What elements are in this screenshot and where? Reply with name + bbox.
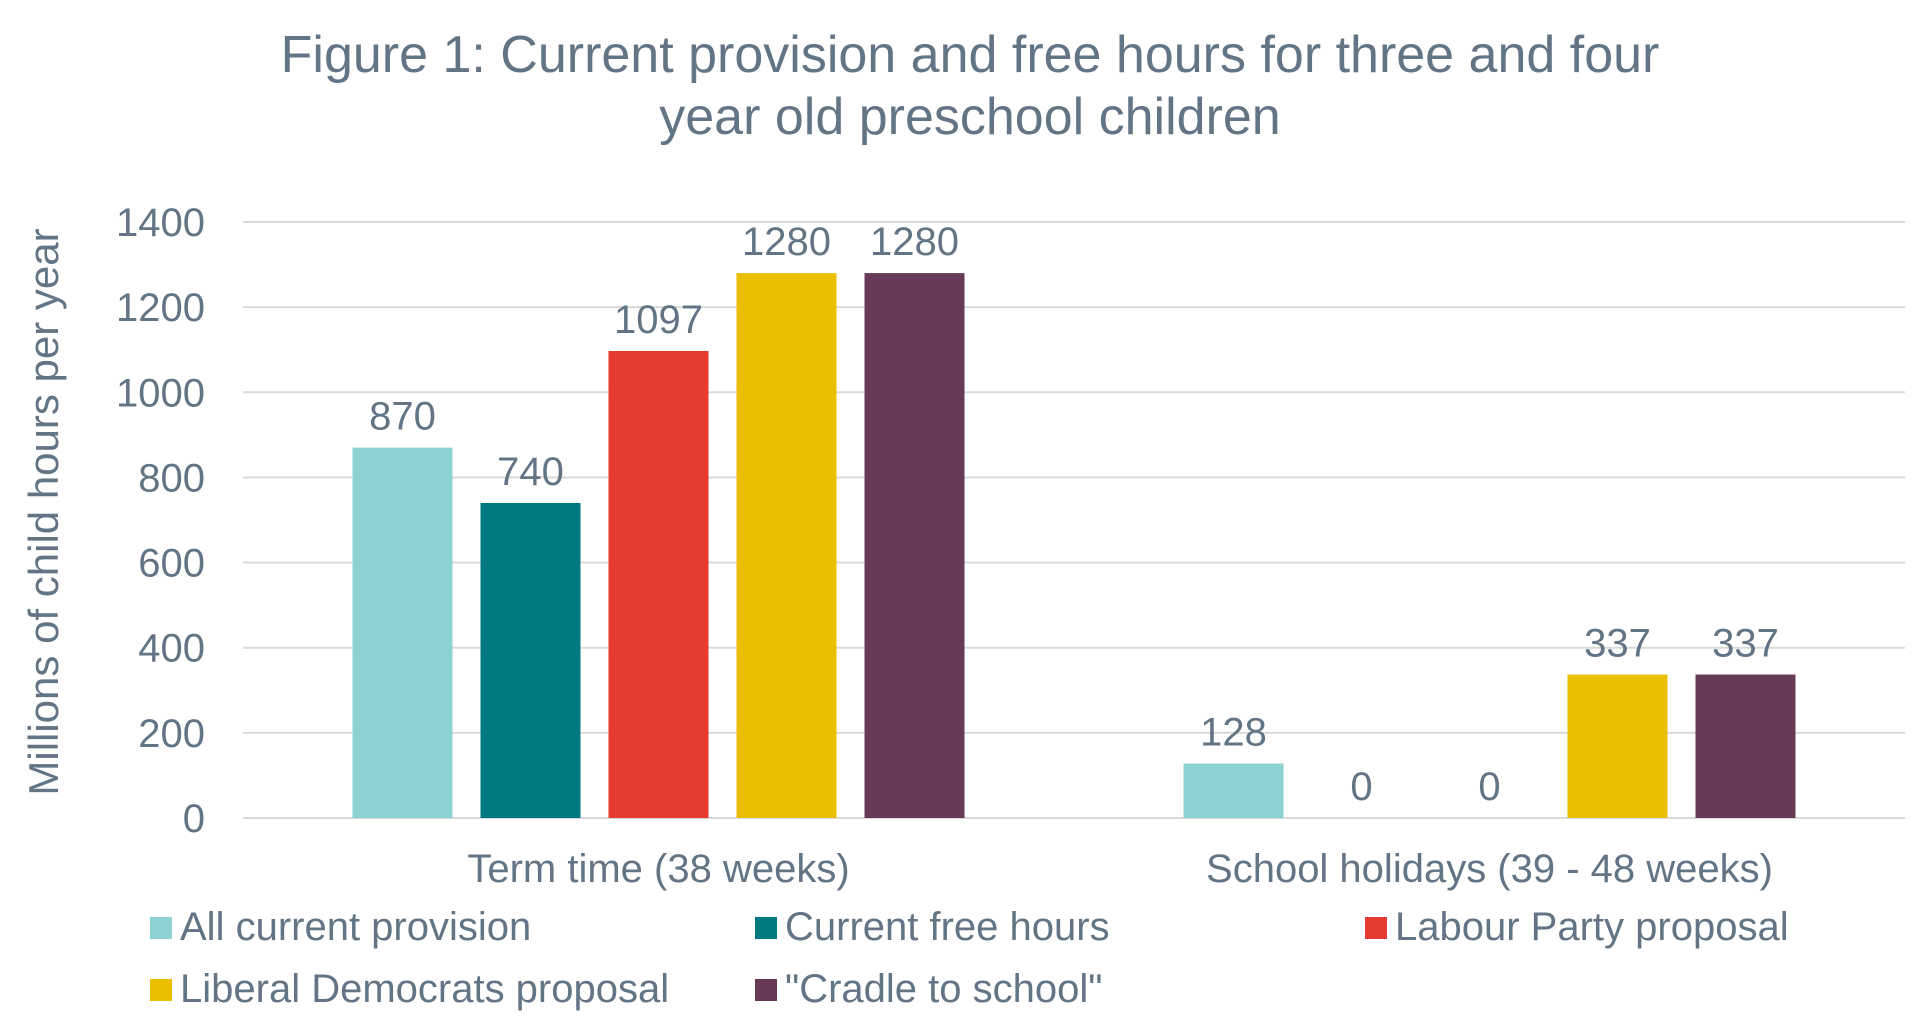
legend-swatch — [150, 916, 172, 939]
y-axis-ticks: 0 200 400 600 800 1000 1200 1400 — [116, 201, 205, 841]
chart-title-line-2: year old preschool children — [659, 88, 1281, 146]
legend-label: "Cradle to school" — [785, 967, 1103, 1011]
legend-label: Liberal Democrats proposal — [180, 967, 670, 1011]
bar — [480, 502, 581, 818]
bar — [1183, 763, 1284, 818]
data-label: 0 — [1478, 765, 1500, 809]
legend-item: Labour Party proposal — [1365, 905, 1789, 950]
y-tick-label: 1200 — [116, 286, 205, 330]
legend-swatch — [1365, 916, 1387, 939]
legend-label: Labour Party proposal — [1395, 905, 1789, 949]
data-label: 1280 — [870, 220, 959, 264]
y-axis-label: Millions of child hours per year — [20, 228, 67, 795]
x-category-label: School holidays (39 - 48 weeks) — [1206, 847, 1773, 891]
bar — [864, 273, 965, 819]
data-label: 1097 — [614, 298, 703, 342]
y-tick-label: 1000 — [116, 371, 205, 415]
legend-label: Current free hours — [785, 905, 1110, 949]
bar — [1567, 674, 1668, 818]
data-label: 1280 — [742, 220, 831, 264]
bar — [1695, 674, 1796, 818]
legend-swatch — [150, 978, 172, 1001]
data-label: 128 — [1200, 711, 1267, 755]
bar — [608, 350, 709, 818]
legend-item: Liberal Democrats proposal — [150, 967, 669, 1012]
data-label: 337 — [1584, 622, 1651, 666]
data-label: 0 — [1350, 765, 1372, 809]
gridlines — [243, 221, 1905, 819]
x-axis-categories: Term time (38 weeks) School holidays (39 … — [467, 847, 1773, 891]
y-tick-label: 200 — [138, 712, 205, 756]
y-tick-label: 400 — [138, 627, 205, 671]
chart-title-line-1: Figure 1: Current provision and free hou… — [280, 26, 1660, 84]
legend-swatch — [755, 916, 777, 939]
y-tick-label: 800 — [138, 456, 205, 500]
bars — [352, 273, 1796, 819]
data-label: 740 — [497, 450, 564, 494]
bar — [736, 273, 837, 819]
data-label: 870 — [369, 395, 436, 439]
chart-title: Figure 1: Current provision and free hou… — [0, 24, 1920, 148]
legend-swatch — [755, 978, 777, 1001]
data-label: 337 — [1712, 622, 1779, 666]
legend-item: Current free hours — [755, 905, 1110, 950]
legend-label: All current provision — [180, 905, 532, 949]
y-tick-label: 600 — [138, 542, 205, 586]
y-tick-label: 0 — [183, 797, 205, 841]
bar — [352, 447, 453, 818]
legend-item: "Cradle to school" — [755, 967, 1102, 1012]
y-tick-label: 1400 — [116, 201, 205, 245]
legend-item: All current provision — [150, 905, 531, 950]
x-category-label: Term time (38 weeks) — [467, 847, 849, 891]
